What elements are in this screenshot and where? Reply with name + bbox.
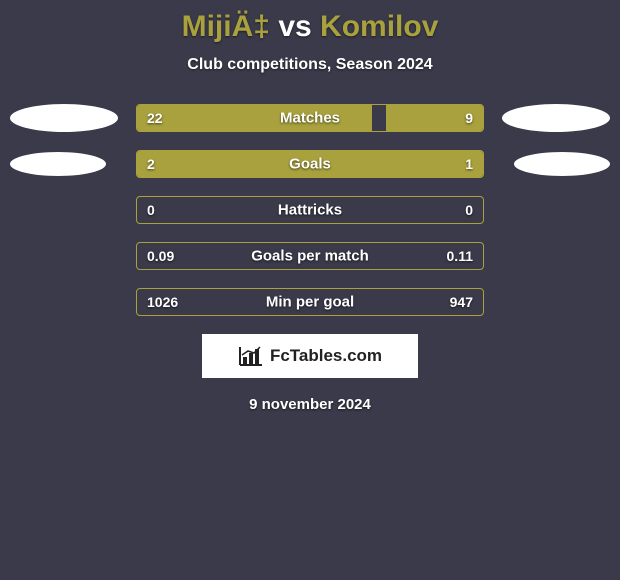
stat-value-right: 0 [465, 202, 473, 218]
stat-value-left: 0 [147, 202, 155, 218]
stat-label: Matches [280, 110, 340, 127]
stat-value-right: 1 [465, 156, 473, 172]
page-title: MijiÄ‡ vs Komilov [0, 0, 620, 44]
stat-bar: 1026 947 Min per goal [136, 288, 484, 316]
stat-bar: 0 0 Hattricks [136, 196, 484, 224]
bar-chart-icon [238, 345, 264, 367]
player-right-oval [502, 104, 610, 132]
title-vs: vs [278, 10, 311, 43]
stat-value-right: 947 [450, 294, 473, 310]
stat-row: 2 1 Goals [10, 150, 610, 178]
stat-bar: 0.09 0.11 Goals per match [136, 242, 484, 270]
stat-row: 0.09 0.11 Goals per match [10, 242, 610, 270]
footer-brand: FcTables.com [270, 346, 382, 366]
stat-bar: 22 9 Matches [136, 104, 484, 132]
subtitle: Club competitions, Season 2024 [0, 56, 620, 74]
player-left-oval [10, 152, 106, 176]
stat-bar: 2 1 Goals [136, 150, 484, 178]
footer-badge[interactable]: FcTables.com [202, 334, 418, 378]
stat-label: Goals [289, 156, 331, 173]
comparison-chart: 22 9 Matches 2 1 Goals 0 0 Hattricks 0.09 0.11 Goal… [0, 104, 620, 316]
title-right: Komilov [320, 10, 438, 43]
stat-row: 0 0 Hattricks [10, 196, 610, 224]
stat-value-right: 9 [465, 110, 473, 126]
player-right-oval [514, 152, 610, 176]
stat-value-left: 22 [147, 110, 163, 126]
stat-label: Goals per match [251, 248, 369, 265]
stat-label: Hattricks [278, 202, 342, 219]
stat-value-left: 0.09 [147, 248, 174, 264]
date-line: 9 november 2024 [0, 396, 620, 413]
stat-value-right: 0.11 [447, 248, 473, 264]
player-left-oval [10, 104, 118, 132]
stat-row: 1026 947 Min per goal [10, 288, 610, 316]
title-left: MijiÄ‡ [182, 10, 270, 43]
stat-value-left: 1026 [147, 294, 178, 310]
stat-value-left: 2 [147, 156, 155, 172]
stat-label: Min per goal [266, 294, 354, 311]
stat-row: 22 9 Matches [10, 104, 610, 132]
